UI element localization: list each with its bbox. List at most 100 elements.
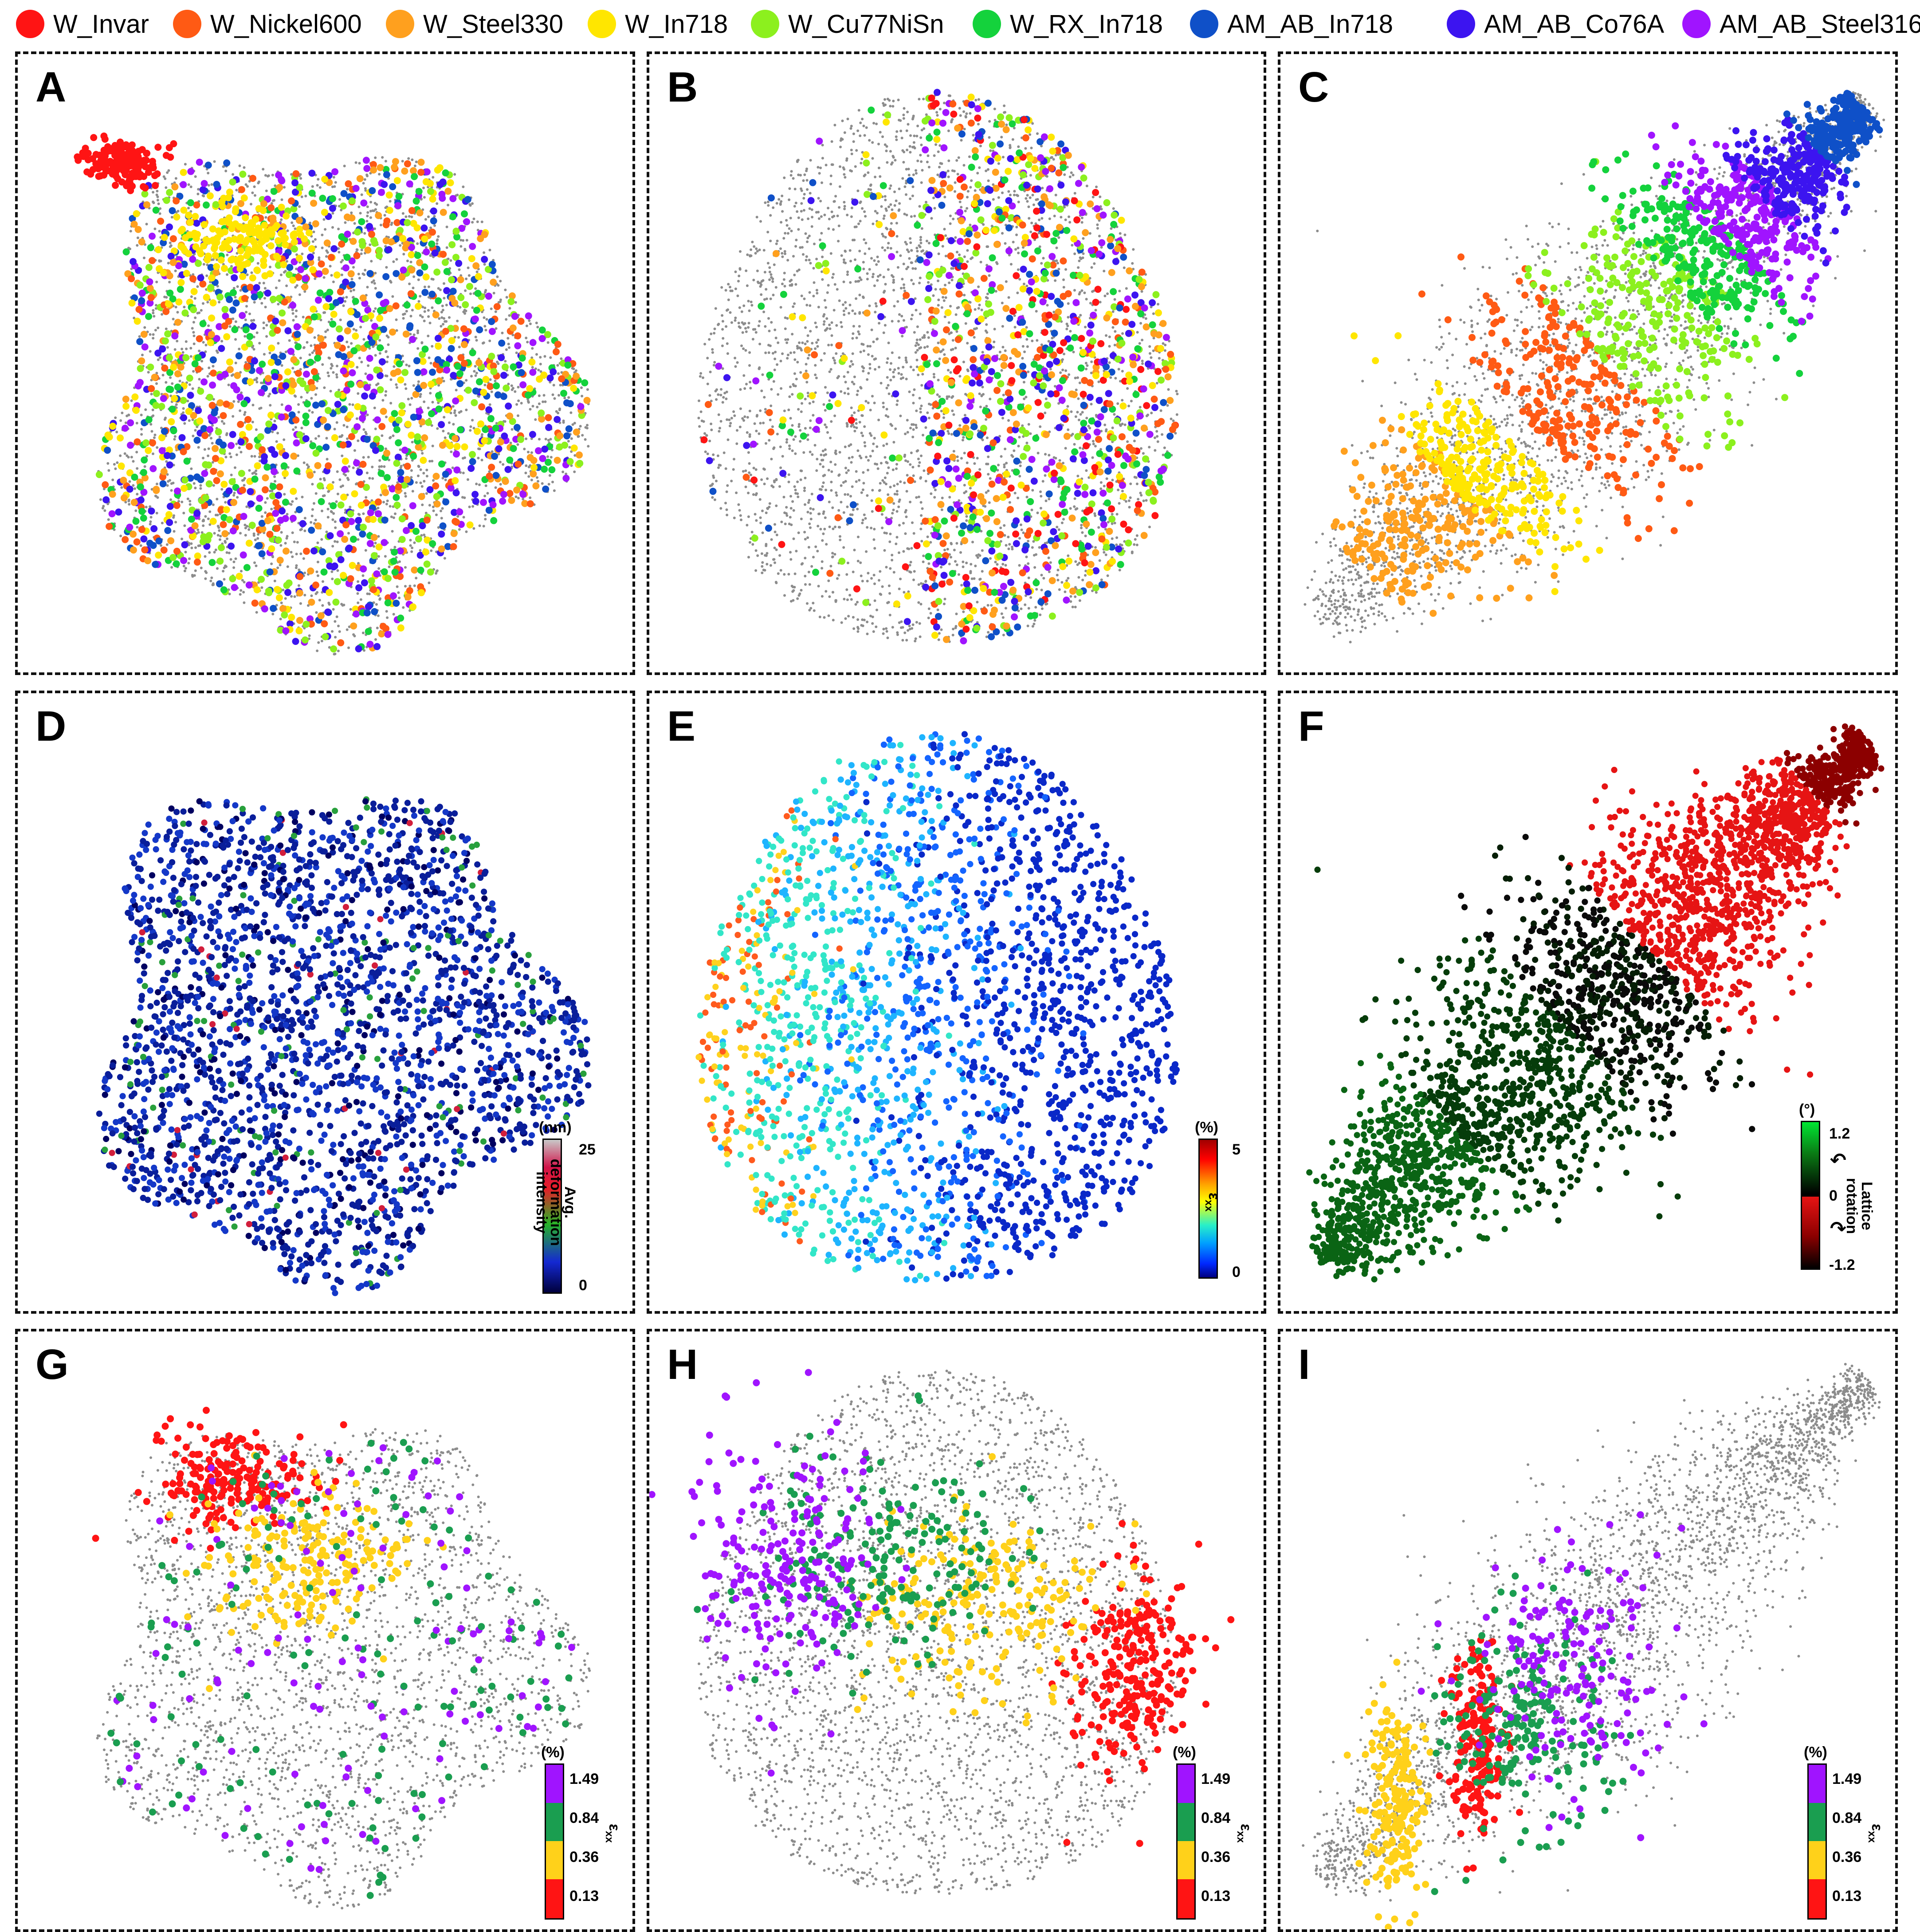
scatter-point [437, 287, 440, 290]
scatter-point [392, 516, 395, 519]
scatter-point [805, 369, 808, 373]
scatter-point [1040, 589, 1043, 592]
scatter-point [366, 211, 369, 214]
scatter-point [165, 446, 173, 454]
scatter-point [373, 545, 376, 548]
scatter-point [166, 346, 169, 349]
scatter-point [208, 366, 211, 369]
scatter-point [411, 546, 414, 550]
scatter-point [908, 390, 911, 393]
scatter-point [339, 318, 342, 322]
scatter-point [166, 503, 174, 510]
scatter-point [232, 494, 236, 497]
scatter-point [385, 575, 392, 582]
scatter-point [315, 611, 318, 614]
scatter-point [192, 334, 196, 338]
scatter-point [262, 168, 265, 171]
scatter-point [242, 591, 245, 594]
scatter-point [193, 436, 201, 444]
scatter-point [169, 244, 173, 247]
scatter-point [106, 522, 113, 530]
scatter-point [250, 271, 253, 274]
scatter-point [417, 278, 420, 281]
scatter-point [191, 575, 194, 578]
scatter-point [411, 490, 414, 493]
scatter-point [436, 377, 443, 385]
scatter-point [218, 436, 221, 439]
scatter-point [216, 323, 223, 330]
scatter-point [156, 199, 159, 202]
scatter-point [155, 537, 163, 545]
scatter-point [576, 459, 584, 467]
scatter-point [276, 566, 279, 569]
scatter-point [343, 386, 350, 394]
scatter-point [365, 471, 369, 475]
scatter-point [326, 507, 330, 510]
scatter-point [303, 290, 306, 293]
scatter-point [265, 324, 268, 327]
scatter-point [223, 506, 230, 514]
scatter-point [258, 459, 261, 463]
scatter-point [136, 526, 139, 529]
scatter-point [118, 462, 125, 470]
scatter-point [1003, 466, 1006, 468]
scatter-point [497, 362, 500, 365]
scatter-point [352, 332, 359, 340]
scatter-point [320, 640, 323, 643]
scatter-point [385, 350, 388, 353]
scatter-point [187, 207, 190, 210]
scatter-point [247, 528, 251, 531]
scatter-point [745, 269, 748, 272]
scatter-point [300, 427, 303, 429]
scatter-point [396, 360, 403, 368]
scatter-point [226, 253, 229, 256]
scatter-point [182, 511, 185, 514]
scatter-point [340, 406, 347, 413]
scatter-point [380, 483, 388, 491]
scatter-point [306, 326, 314, 334]
scatter-point [458, 346, 461, 349]
scatter-point [487, 412, 490, 416]
scatter-point [366, 174, 369, 177]
scatter-point [327, 356, 330, 359]
scatter-point [493, 382, 500, 389]
scatter-point [220, 340, 224, 343]
scatter-point [196, 425, 199, 428]
scatter-point [485, 318, 488, 321]
scatter-point [220, 412, 227, 420]
scatter-point [468, 255, 475, 263]
scatter-point [385, 503, 388, 506]
scatter-point [330, 367, 333, 370]
scatter-point [267, 242, 275, 250]
scatter-point [101, 507, 104, 510]
scatter-point [353, 311, 361, 318]
scatter-point [191, 387, 194, 390]
scatter-point [359, 404, 367, 412]
scatter-point [155, 280, 158, 283]
scatter-point [263, 353, 266, 356]
scatter-point [226, 188, 233, 196]
scatter-point [926, 161, 929, 164]
scatter-point [573, 428, 580, 436]
scatter-point [302, 557, 305, 560]
scatter-point [135, 306, 143, 313]
scatter-point [181, 476, 188, 484]
scatter-point [429, 226, 432, 229]
scatter-point [462, 301, 469, 308]
scatter-point [181, 500, 184, 503]
scatter-point [491, 452, 498, 460]
scatter-point [299, 177, 302, 180]
scatter-point [384, 160, 387, 163]
scatter-point [416, 551, 424, 559]
scatter-point [413, 541, 416, 544]
scatter-point [150, 430, 153, 433]
scatter-point [243, 363, 251, 370]
scatter-point [194, 354, 202, 361]
scatter-point [132, 460, 135, 463]
scatter-point [417, 566, 424, 574]
scatter-point [459, 306, 462, 309]
scatter-point [162, 175, 165, 178]
scatter-point [183, 422, 186, 425]
scatter-point [265, 589, 273, 597]
scatter-point [558, 375, 565, 383]
